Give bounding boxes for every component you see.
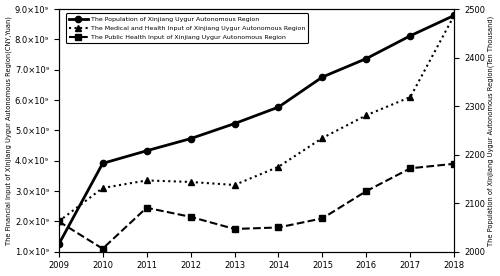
Line: The Public Health Input of Xinjiang Uygur Autonomous Region: The Public Health Input of Xinjiang Uygu… <box>56 161 458 252</box>
The Medical and Health Input of Xinjiang Uygur Autonomous Region <box>408 95 414 99</box>
The Public Health Input of Xinjiang Uygur Autonomous Region <box>100 247 105 250</box>
The Medical and Health Input of Xinjiang Uygur Autonomous Region <box>276 165 281 168</box>
The Public Health Input of Xinjiang Uygur Autonomous Region <box>452 162 458 165</box>
The Population of Xinjiang Uygur Autonomous Region <box>100 162 105 165</box>
Y-axis label: The Financial Input of Xinjiang Uygur Autonomous Region(CNY,Yuan): The Financial Input of Xinjiang Uygur Au… <box>6 16 12 245</box>
Y-axis label: The Population of Xinjiang Uygur Autonomous Region(Ten Thousand): The Population of Xinjiang Uygur Autonom… <box>488 15 494 246</box>
The Public Health Input of Xinjiang Uygur Autonomous Region <box>188 215 194 219</box>
The Public Health Input of Xinjiang Uygur Autonomous Region <box>320 217 326 220</box>
The Public Health Input of Xinjiang Uygur Autonomous Region <box>144 206 150 209</box>
The Population of Xinjiang Uygur Autonomous Region <box>144 149 150 152</box>
The Population of Xinjiang Uygur Autonomous Region <box>188 137 194 140</box>
The Public Health Input of Xinjiang Uygur Autonomous Region <box>56 220 62 223</box>
The Medical and Health Input of Xinjiang Uygur Autonomous Region <box>364 113 370 117</box>
The Medical and Health Input of Xinjiang Uygur Autonomous Region <box>188 180 194 184</box>
The Population of Xinjiang Uygur Autonomous Region <box>320 75 326 79</box>
The Population of Xinjiang Uygur Autonomous Region <box>276 105 281 109</box>
The Population of Xinjiang Uygur Autonomous Region <box>232 122 237 125</box>
The Medical and Health Input of Xinjiang Uygur Autonomous Region <box>56 220 62 223</box>
The Public Health Input of Xinjiang Uygur Autonomous Region <box>408 167 414 170</box>
The Public Health Input of Xinjiang Uygur Autonomous Region <box>364 189 370 193</box>
The Medical and Health Input of Xinjiang Uygur Autonomous Region <box>100 186 105 190</box>
The Public Health Input of Xinjiang Uygur Autonomous Region <box>232 227 237 231</box>
The Medical and Health Input of Xinjiang Uygur Autonomous Region <box>232 183 237 187</box>
The Population of Xinjiang Uygur Autonomous Region <box>408 34 414 38</box>
The Population of Xinjiang Uygur Autonomous Region <box>56 243 62 246</box>
The Population of Xinjiang Uygur Autonomous Region <box>364 57 370 60</box>
The Population of Xinjiang Uygur Autonomous Region <box>452 14 458 17</box>
Line: The Medical and Health Input of Xinjiang Uygur Autonomous Region: The Medical and Health Input of Xinjiang… <box>56 12 458 224</box>
Legend: The Population of Xinjiang Uygur Autonomous Region, The Medical and Health Input: The Population of Xinjiang Uygur Autonom… <box>66 14 308 43</box>
The Medical and Health Input of Xinjiang Uygur Autonomous Region <box>452 14 458 17</box>
Line: The Population of Xinjiang Uygur Autonomous Region: The Population of Xinjiang Uygur Autonom… <box>56 12 458 248</box>
The Public Health Input of Xinjiang Uygur Autonomous Region <box>276 226 281 229</box>
The Medical and Health Input of Xinjiang Uygur Autonomous Region <box>320 136 326 140</box>
The Medical and Health Input of Xinjiang Uygur Autonomous Region <box>144 179 150 182</box>
